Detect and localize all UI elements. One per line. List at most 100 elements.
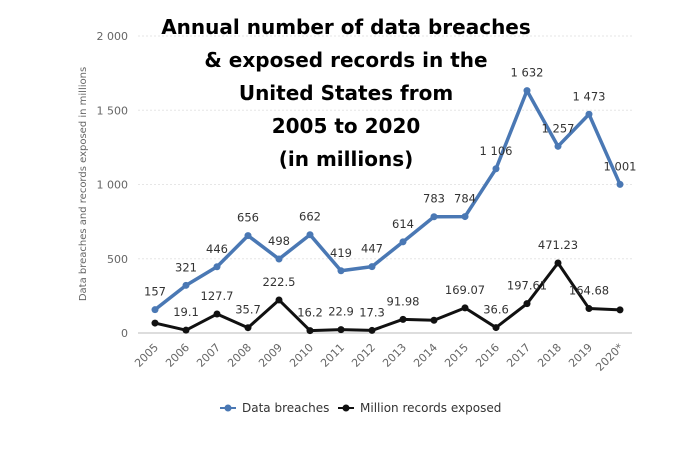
data-label-records: 17.3	[359, 305, 385, 319]
data-point-records	[399, 315, 407, 323]
data-label-records: 169.07	[445, 283, 485, 297]
data-point-records	[585, 305, 593, 313]
x-tick-label: 2011	[318, 341, 347, 370]
data-label-breaches: 656	[237, 211, 259, 225]
data-label-breaches: 498	[268, 234, 290, 248]
data-label-records: 91.98	[387, 294, 420, 308]
data-label-breaches: 446	[206, 242, 228, 256]
grid-layer	[138, 35, 632, 334]
data-point-breaches	[523, 87, 531, 95]
y-tick-label: 500	[107, 253, 128, 266]
chart-title: Annual number of data breaches & exposed …	[161, 15, 531, 171]
data-label-breaches: 447	[361, 242, 383, 256]
legend-marker-icon	[224, 404, 232, 412]
data-label-breaches: 784	[454, 192, 476, 206]
data-point-records	[554, 259, 562, 267]
data-point-breaches	[337, 267, 345, 275]
chart-title-line: Annual number of data breaches	[161, 15, 531, 39]
x-tick-label: 2008	[225, 341, 254, 370]
data-point-records	[492, 324, 500, 332]
data-label-breaches: 783	[423, 192, 445, 206]
y-tick-label: 1 500	[97, 104, 129, 117]
data-point-breaches	[616, 180, 624, 188]
x-tick-label: 2012	[349, 341, 378, 370]
chart-title-line: & exposed records in the	[204, 48, 487, 72]
x-tick-label: 2009	[256, 341, 285, 370]
data-point-breaches	[368, 263, 376, 271]
data-label-records: 164.68	[569, 284, 609, 298]
x-tick-label: 2005	[132, 341, 161, 370]
data-label-breaches: 614	[392, 217, 414, 231]
data-label-breaches: 157	[144, 285, 166, 299]
x-tick-label: 2013	[380, 341, 409, 370]
data-label-records: 36.6	[483, 303, 509, 317]
series-layer	[151, 87, 624, 335]
data-label-records: 35.7	[235, 303, 261, 317]
data-label-breaches: 1 257	[542, 121, 575, 135]
x-tick-label: 2018	[535, 341, 564, 370]
x-tick-label: 2015	[442, 341, 471, 370]
data-label-breaches: 1 632	[511, 66, 544, 80]
data-point-records	[461, 304, 469, 312]
data-point-breaches	[275, 255, 283, 263]
data-point-breaches	[461, 213, 469, 221]
data-point-records	[337, 326, 345, 334]
legend: Data breaches Million records exposed	[220, 401, 501, 415]
x-tick-label: 2016	[473, 341, 502, 370]
data-point-breaches	[399, 238, 407, 246]
legend-item-data-breaches[interactable]: Data breaches	[220, 401, 329, 415]
legend-item-records-exposed[interactable]: Million records exposed	[338, 401, 501, 415]
data-label-records: 16.2	[297, 306, 323, 320]
x-tick-label: 2010	[287, 341, 316, 370]
data-label-records: 19.1	[173, 305, 199, 319]
series-line-data-breaches	[153, 88, 622, 312]
data-label-records: 22.9	[328, 305, 354, 319]
y-tick-label: 2 000	[97, 30, 129, 43]
data-point-records	[182, 326, 190, 334]
data-label-layer: 157 321 446 656 498 662 419 447 614 783 784 1 106 1 …	[144, 66, 636, 320]
legend-marker-icon	[342, 404, 350, 412]
chart-title-line: United States from	[239, 81, 453, 105]
legend-label: Million records exposed	[360, 401, 501, 415]
x-tick-label: 2020*	[593, 341, 626, 374]
data-label-breaches: 321	[175, 260, 197, 274]
data-label-breaches: 419	[330, 246, 352, 260]
data-label-breaches: 1 001	[604, 159, 637, 173]
data-point-breaches	[182, 281, 190, 289]
data-point-breaches	[244, 232, 252, 240]
data-point-records	[616, 306, 624, 314]
chart-title-line: (in millions)	[279, 147, 413, 171]
data-label-records: 127.7	[201, 289, 234, 303]
data-label-breaches: 1 473	[573, 89, 606, 103]
data-label-breaches: 662	[299, 210, 321, 224]
data-label-records: 222.5	[263, 275, 296, 289]
data-point-records	[275, 296, 283, 304]
data-point-breaches	[554, 142, 562, 150]
data-label-records: 197.61	[507, 279, 547, 293]
data-point-records	[430, 316, 438, 324]
data-point-breaches	[585, 110, 593, 118]
data-point-records	[368, 326, 376, 334]
data-point-breaches	[151, 306, 159, 314]
data-point-records	[523, 300, 531, 308]
data-label-records: 471.23	[538, 238, 578, 252]
data-point-breaches	[213, 263, 221, 271]
x-tick-label: 2017	[504, 341, 533, 370]
y-tick-label: 1 000	[97, 179, 129, 192]
data-point-breaches	[492, 165, 500, 173]
data-point-records	[151, 319, 159, 327]
chart-title-line: 2005 to 2020	[272, 114, 421, 138]
series-line-records-exposed	[153, 261, 622, 333]
data-label-breaches: 1 106	[480, 144, 513, 158]
x-tick-label: 2007	[194, 341, 223, 370]
x-tick-label: 2019	[566, 341, 595, 370]
x-tick-label: 2006	[163, 341, 192, 370]
data-point-records	[244, 324, 252, 332]
data-point-records	[306, 327, 314, 335]
data-point-breaches	[430, 213, 438, 221]
x-tick-label: 2014	[411, 341, 440, 370]
legend-label: Data breaches	[242, 401, 329, 415]
y-axis-label: Data breaches and records exposed in mil…	[78, 67, 89, 301]
